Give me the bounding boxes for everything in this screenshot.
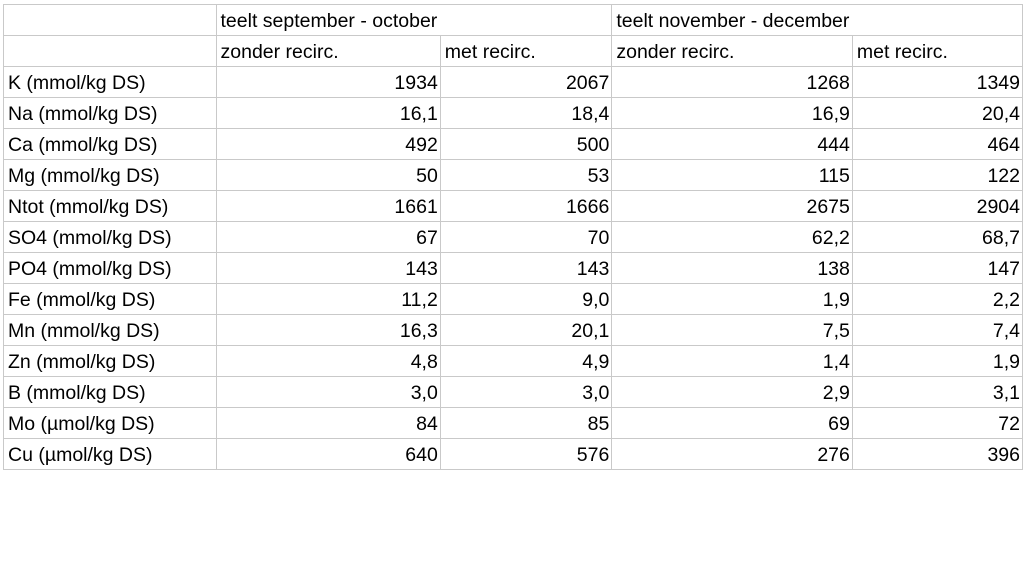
table-row: Na (mmol/kg DS) 16,1 18,4 16,9 20,4 bbox=[3, 97, 1023, 129]
spreadsheet-table: teelt september - october teelt november… bbox=[3, 4, 1023, 470]
table-row: Mo (µmol/kg DS) 84 85 69 72 bbox=[3, 407, 1023, 439]
row-label-cell[interactable]: K (mmol/kg DS) bbox=[3, 66, 217, 98]
value-cell-col-2[interactable]: 53 bbox=[439, 159, 613, 191]
value-cell-col-2[interactable]: 70 bbox=[439, 221, 613, 253]
row-label-cell[interactable]: Mo (µmol/kg DS) bbox=[3, 407, 217, 439]
value-cell-col-4[interactable]: 2904 bbox=[851, 190, 1023, 222]
row-label-cell[interactable]: SO4 (mmol/kg DS) bbox=[3, 221, 217, 253]
value-cell-col-1[interactable]: 640 bbox=[215, 438, 441, 470]
value-cell-col-3[interactable]: 16,9 bbox=[611, 97, 853, 129]
header-group-sep-oct[interactable]: teelt september - october bbox=[215, 4, 441, 36]
row-label-cell[interactable]: PO4 (mmol/kg DS) bbox=[3, 252, 217, 284]
value-cell-col-4[interactable]: 464 bbox=[851, 128, 1023, 160]
value-cell-col-4[interactable]: 1349 bbox=[851, 66, 1023, 98]
value-cell-col-4[interactable]: 72 bbox=[851, 407, 1023, 439]
table-row: Fe (mmol/kg DS) 11,2 9,0 1,9 2,2 bbox=[3, 283, 1023, 315]
value-cell-col-1[interactable]: 50 bbox=[215, 159, 441, 191]
value-cell-col-3[interactable]: 276 bbox=[611, 438, 853, 470]
value-cell-col-1[interactable]: 3,0 bbox=[215, 376, 441, 408]
header-group-sep-oct-continued[interactable] bbox=[440, 4, 613, 36]
header-corner-cell[interactable] bbox=[3, 4, 217, 36]
value-cell-col-1[interactable]: 16,3 bbox=[215, 314, 441, 346]
value-cell-col-2[interactable]: 4,9 bbox=[439, 345, 613, 377]
header-row-subcolumns: zonder recirc. met recirc. zonder recirc… bbox=[3, 35, 1023, 67]
value-cell-col-4[interactable]: 20,4 bbox=[851, 97, 1023, 129]
value-cell-col-2[interactable]: 20,1 bbox=[439, 314, 613, 346]
row-label-cell[interactable]: Ntot (mmol/kg DS) bbox=[3, 190, 217, 222]
value-cell-col-3[interactable]: 115 bbox=[611, 159, 853, 191]
value-cell-col-1[interactable]: 84 bbox=[215, 407, 441, 439]
table-row: Cu (µmol/kg DS) 640 576 276 396 bbox=[3, 438, 1023, 470]
value-cell-col-1[interactable]: 67 bbox=[215, 221, 441, 253]
value-cell-col-3[interactable]: 2675 bbox=[611, 190, 853, 222]
value-cell-col-1[interactable]: 492 bbox=[215, 128, 441, 160]
value-cell-col-1[interactable]: 1661 bbox=[215, 190, 441, 222]
header-row-groups: teelt september - october teelt november… bbox=[3, 4, 1023, 36]
value-cell-col-4[interactable]: 2,2 bbox=[851, 283, 1023, 315]
row-label-cell[interactable]: Mn (mmol/kg DS) bbox=[3, 314, 217, 346]
row-label-cell[interactable]: Zn (mmol/kg DS) bbox=[3, 345, 217, 377]
table-row: Ntot (mmol/kg DS) 1661 1666 2675 2904 bbox=[3, 190, 1023, 222]
value-cell-col-2[interactable]: 2067 bbox=[439, 66, 613, 98]
value-cell-col-4[interactable]: 3,1 bbox=[851, 376, 1023, 408]
value-cell-col-1[interactable]: 16,1 bbox=[215, 97, 441, 129]
value-cell-col-3[interactable]: 444 bbox=[611, 128, 853, 160]
table-row: Mn (mmol/kg DS) 16,3 20,1 7,5 7,4 bbox=[3, 314, 1023, 346]
value-cell-col-1[interactable]: 4,8 bbox=[215, 345, 441, 377]
value-cell-col-2[interactable]: 576 bbox=[439, 438, 613, 470]
row-label-cell[interactable]: Na (mmol/kg DS) bbox=[3, 97, 217, 129]
value-cell-col-3[interactable]: 69 bbox=[611, 407, 853, 439]
table-row: K (mmol/kg DS) 1934 2067 1268 1349 bbox=[3, 66, 1023, 98]
subheader-sep-oct-with-recirc[interactable]: met recirc. bbox=[439, 35, 613, 67]
value-cell-col-2[interactable]: 500 bbox=[439, 128, 613, 160]
subheader-nov-dec-without-recirc[interactable]: zonder recirc. bbox=[611, 35, 853, 67]
value-cell-col-4[interactable]: 7,4 bbox=[851, 314, 1023, 346]
value-cell-col-4[interactable]: 68,7 bbox=[851, 221, 1023, 253]
value-cell-col-4[interactable]: 396 bbox=[851, 438, 1023, 470]
value-cell-col-4[interactable]: 1,9 bbox=[851, 345, 1023, 377]
table-row: B (mmol/kg DS) 3,0 3,0 2,9 3,1 bbox=[3, 376, 1023, 408]
value-cell-col-3[interactable]: 138 bbox=[611, 252, 853, 284]
row-label-cell[interactable]: Fe (mmol/kg DS) bbox=[3, 283, 217, 315]
value-cell-col-4[interactable]: 122 bbox=[851, 159, 1023, 191]
subheader-corner-cell[interactable] bbox=[3, 35, 217, 67]
value-cell-col-2[interactable]: 9,0 bbox=[439, 283, 613, 315]
row-label-cell[interactable]: B (mmol/kg DS) bbox=[3, 376, 217, 408]
value-cell-col-3[interactable]: 1,9 bbox=[611, 283, 853, 315]
table-row: SO4 (mmol/kg DS) 67 70 62,2 68,7 bbox=[3, 221, 1023, 253]
value-cell-col-3[interactable]: 62,2 bbox=[611, 221, 853, 253]
value-cell-col-2[interactable]: 1666 bbox=[439, 190, 613, 222]
value-cell-col-3[interactable]: 1,4 bbox=[611, 345, 853, 377]
value-cell-col-1[interactable]: 11,2 bbox=[215, 283, 441, 315]
table-row: Mg (mmol/kg DS) 50 53 115 122 bbox=[3, 159, 1023, 191]
header-group-nov-dec[interactable]: teelt november - december bbox=[611, 4, 853, 36]
value-cell-col-3[interactable]: 7,5 bbox=[611, 314, 853, 346]
value-cell-col-2[interactable]: 85 bbox=[439, 407, 613, 439]
value-cell-col-3[interactable]: 2,9 bbox=[611, 376, 853, 408]
row-label-cell[interactable]: Ca (mmol/kg DS) bbox=[3, 128, 217, 160]
table-body: teelt september - october teelt november… bbox=[3, 4, 1023, 470]
value-cell-col-2[interactable]: 18,4 bbox=[439, 97, 613, 129]
subheader-sep-oct-without-recirc[interactable]: zonder recirc. bbox=[215, 35, 441, 67]
value-cell-col-4[interactable]: 147 bbox=[851, 252, 1023, 284]
row-label-cell[interactable]: Cu (µmol/kg DS) bbox=[3, 438, 217, 470]
table-row: Zn (mmol/kg DS) 4,8 4,9 1,4 1,9 bbox=[3, 345, 1023, 377]
value-cell-col-1[interactable]: 143 bbox=[215, 252, 441, 284]
value-cell-col-2[interactable]: 143 bbox=[439, 252, 613, 284]
subheader-nov-dec-with-recirc[interactable]: met recirc. bbox=[851, 35, 1023, 67]
header-group-nov-dec-continued[interactable] bbox=[852, 4, 1023, 36]
value-cell-col-1[interactable]: 1934 bbox=[215, 66, 441, 98]
row-label-cell[interactable]: Mg (mmol/kg DS) bbox=[3, 159, 217, 191]
value-cell-col-3[interactable]: 1268 bbox=[611, 66, 853, 98]
table-row: Ca (mmol/kg DS) 492 500 444 464 bbox=[3, 128, 1023, 160]
table-row: PO4 (mmol/kg DS) 143 143 138 147 bbox=[3, 252, 1023, 284]
value-cell-col-2[interactable]: 3,0 bbox=[439, 376, 613, 408]
